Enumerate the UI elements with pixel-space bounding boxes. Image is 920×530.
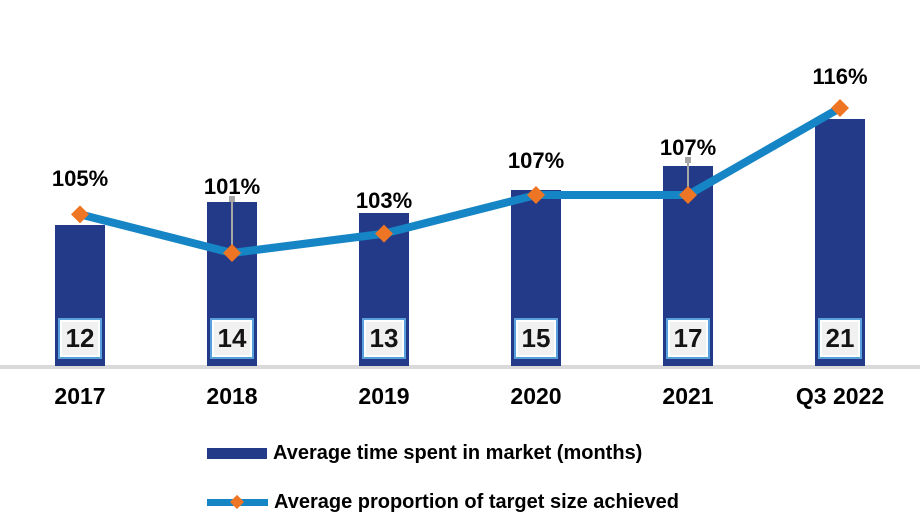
leader-line	[687, 159, 689, 195]
x-axis-label: 2021	[662, 383, 714, 409]
leader-line	[231, 199, 233, 253]
x-axis-label: 2018	[206, 383, 258, 409]
bar-value-label: 21	[818, 318, 862, 359]
bar: 13	[359, 213, 409, 366]
bar: 17	[663, 166, 713, 366]
line-series-swatch-icon	[207, 494, 268, 510]
bar-value-label: 14	[210, 318, 254, 359]
x-axis-label: Q3 2022	[795, 383, 885, 409]
x-axis-label: 2017	[54, 383, 106, 409]
legend-item-bar-series: Average time spent in market (months)	[207, 440, 642, 466]
bar: 12	[55, 225, 105, 366]
x-axis-label: 2019	[358, 383, 410, 409]
bar-value-label: 15	[514, 318, 558, 359]
bar-value-label: 13	[362, 318, 406, 359]
x-axis-label: 2020	[510, 383, 562, 409]
leader-line-cap	[685, 156, 691, 163]
legend-label-line-series: Average proportion of target size achiev…	[274, 490, 679, 513]
bar-series-swatch-icon	[207, 447, 267, 459]
bar-value-label: 12	[58, 318, 102, 359]
leader-line-cap	[229, 196, 235, 202]
legend-item-line-series: Average proportion of target size achiev…	[207, 489, 679, 515]
bar: 21	[815, 119, 865, 366]
bar-value-label: 17	[666, 318, 710, 359]
bar: 15	[511, 189, 561, 366]
x-axis-line	[0, 365, 920, 369]
legend-label-bar-series: Average time spent in market (months)	[273, 441, 643, 464]
diamond-marker-icon	[229, 494, 245, 510]
